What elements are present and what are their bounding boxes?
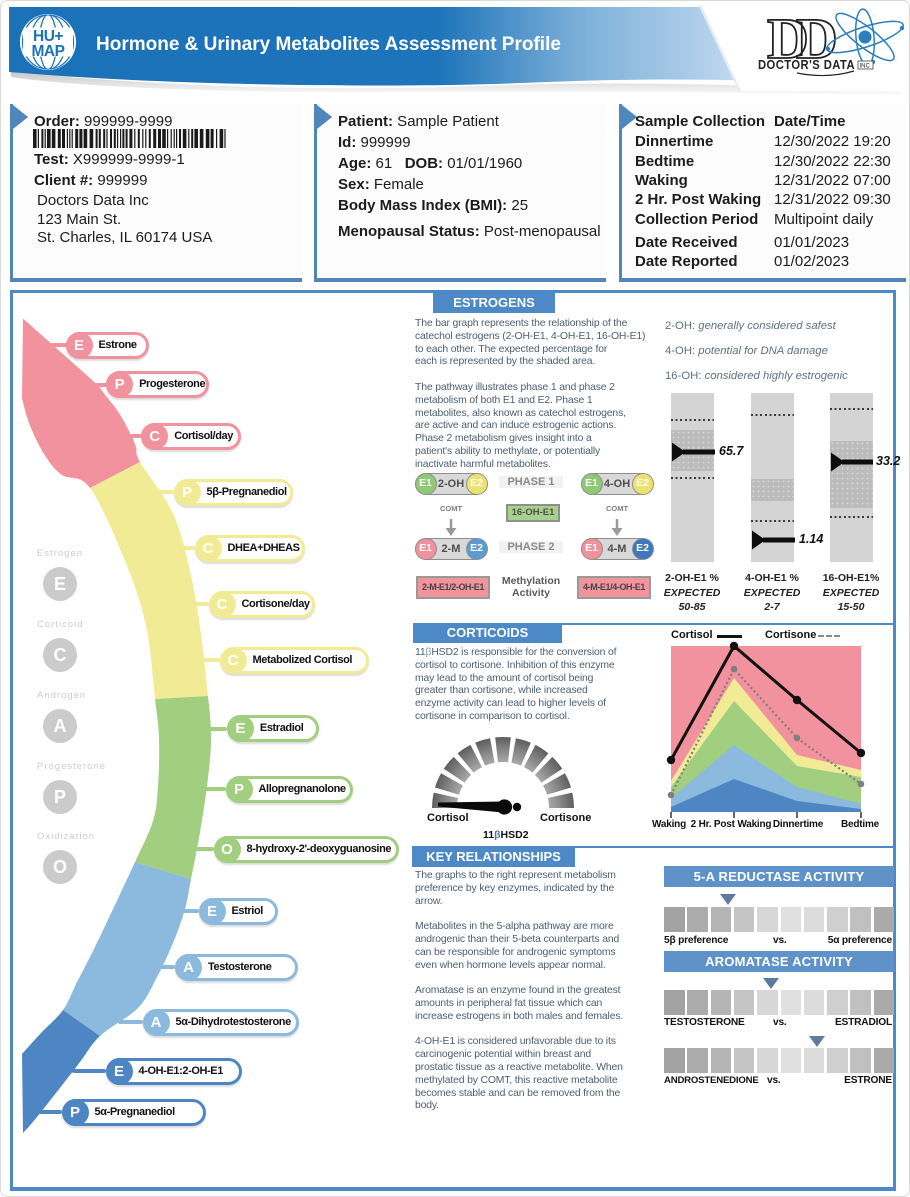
svg-text:INC: INC bbox=[860, 64, 871, 70]
svg-text:HU+: HU+ bbox=[33, 28, 63, 45]
svg-text:MAP: MAP bbox=[32, 43, 65, 60]
svg-text:Hormone & Urinary Metabolites: Hormone & Urinary Metabolites Assessment… bbox=[96, 34, 561, 55]
svg-text:DOCTOR'S DATA: DOCTOR'S DATA bbox=[758, 58, 855, 72]
